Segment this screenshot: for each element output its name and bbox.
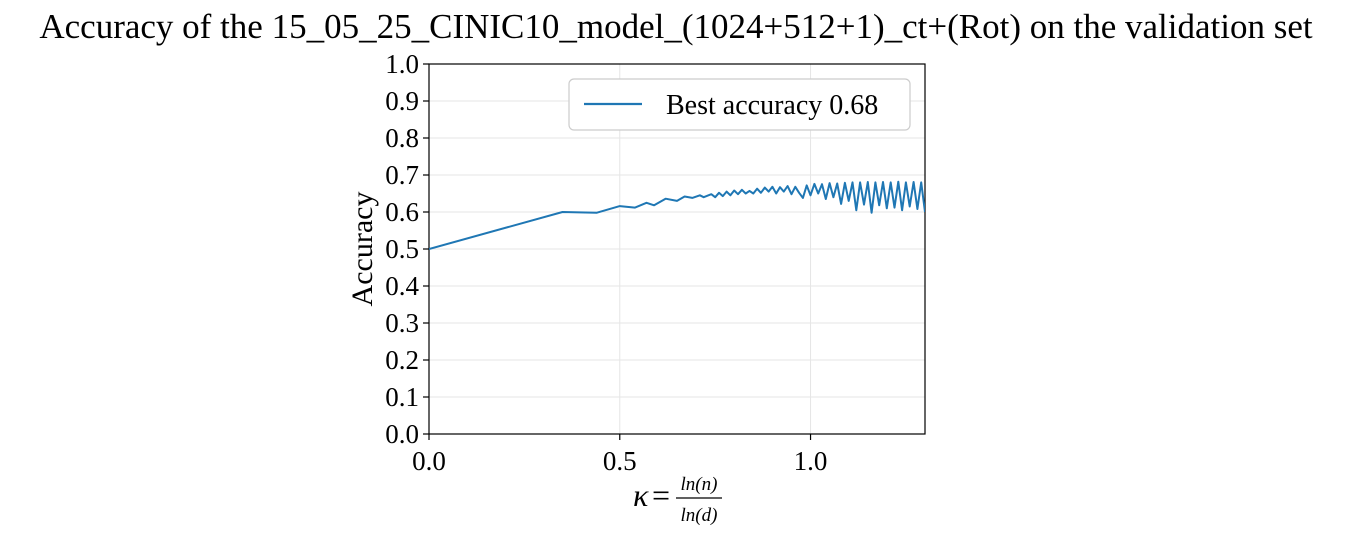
series-layer [429, 180, 925, 250]
y-tick-label: 0.9 [385, 86, 419, 116]
y-tick-label: 0.0 [385, 419, 419, 449]
y-tick-label: 0.6 [385, 197, 419, 227]
x-axis-label-numerator: ln(n) [681, 474, 718, 495]
x-tick-label: 0.0 [412, 446, 446, 476]
y-tick-label: 0.2 [385, 345, 419, 375]
x-axis-label-denominator: ln(d) [681, 505, 718, 526]
y-tick-label: 0.5 [385, 234, 419, 264]
x-axis-label-symbol: κ [633, 477, 649, 513]
chart-title: Accuracy of the 15_05_25_CINIC10_model_(… [39, 7, 1313, 46]
y-tick-label: 0.3 [385, 308, 419, 338]
x-axis-label-equals: = [652, 477, 670, 513]
legend: Best accuracy 0.68 [568, 78, 911, 131]
y-tick-label: 1.0 [385, 49, 419, 79]
legend-box [568, 78, 911, 131]
x-axis-label: κ = ln(n) ln(d) [633, 474, 722, 526]
y-tick-label: 0.8 [385, 123, 419, 153]
series-line [429, 180, 925, 250]
x-tick-label: 0.5 [603, 446, 637, 476]
y-tick-label: 0.4 [385, 271, 419, 301]
y-tick-label: 0.7 [385, 160, 419, 190]
y-tick-label: 0.1 [385, 382, 419, 412]
legend-label: Best accuracy 0.68 [666, 90, 878, 121]
x-tick-label: 1.0 [794, 446, 828, 476]
y-axis-label: Accuracy [346, 192, 379, 307]
x-axis: 0.0 0.5 1.0 [412, 434, 827, 476]
y-axis: 0.0 0.1 0.2 0.3 0.4 0.5 0.6 0.7 0.8 0.9 1.0 [385, 49, 429, 449]
